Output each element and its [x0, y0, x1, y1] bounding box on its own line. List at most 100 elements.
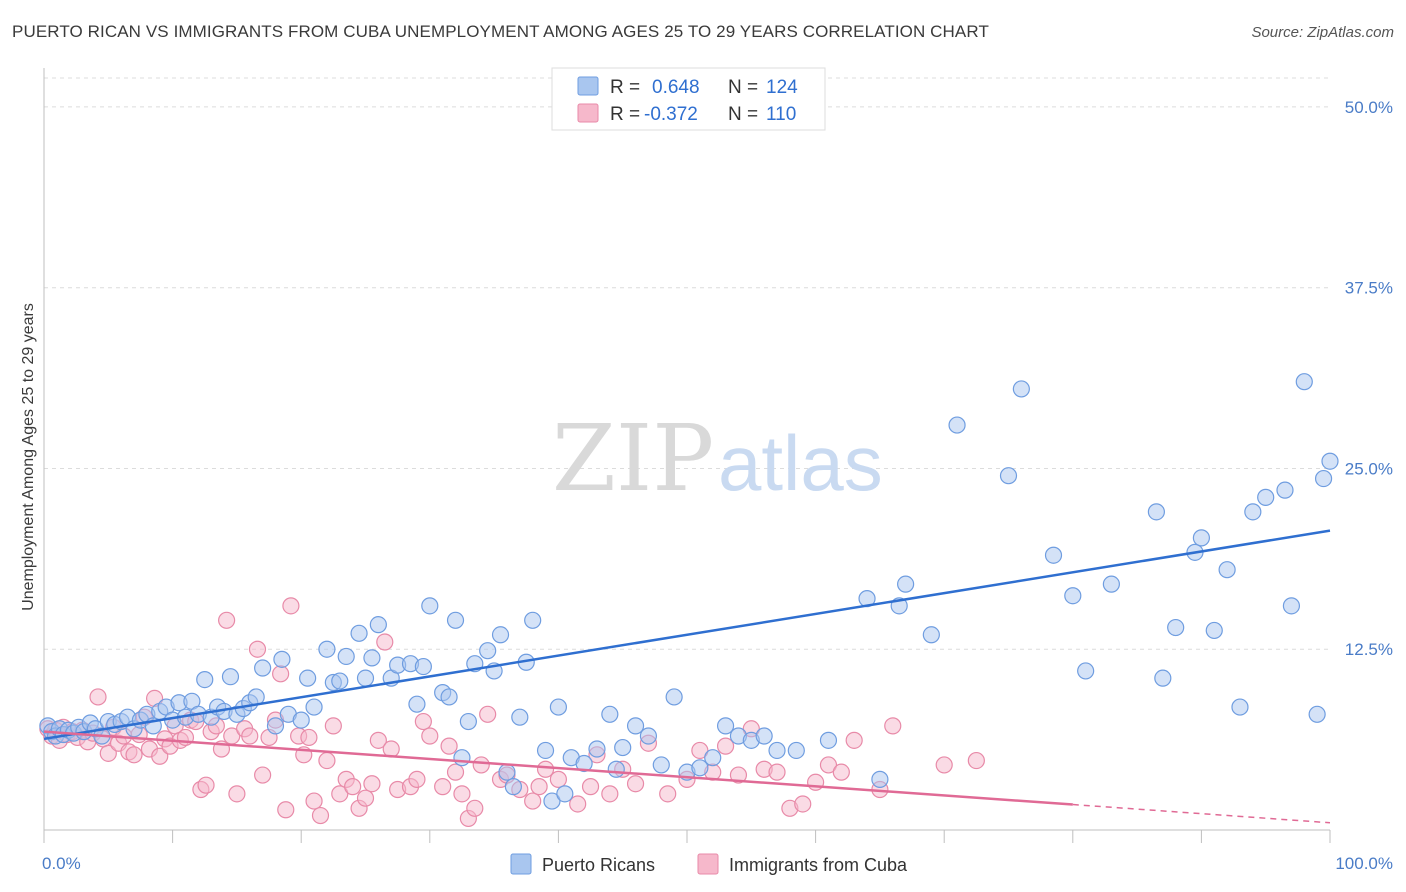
data-point	[691, 759, 709, 777]
data-point	[581, 778, 600, 796]
data-point	[549, 698, 568, 716]
data-point	[318, 751, 336, 770]
legend-r-label: R =	[610, 104, 640, 125]
data-point	[356, 669, 375, 687]
data-point	[273, 650, 291, 668]
data-point	[1295, 373, 1313, 391]
legend-swatch-immigrants-from-cuba	[577, 103, 599, 123]
data-point	[1321, 452, 1339, 470]
data-point	[1167, 618, 1185, 637]
data-point	[350, 624, 368, 642]
data-point	[151, 747, 169, 765]
data-point	[228, 785, 246, 803]
data-point	[218, 611, 236, 629]
data-point	[369, 616, 387, 634]
data-point	[1192, 529, 1211, 547]
axes	[43, 68, 1331, 843]
trend-line-immigrants-from-cuba-projection	[1072, 803, 1331, 824]
data-point	[221, 668, 240, 686]
data-point	[440, 688, 458, 706]
data-point	[999, 467, 1018, 485]
y-tick-label: 12.5%	[1345, 640, 1393, 659]
legend-n-label: N =	[728, 104, 758, 125]
data-point	[376, 633, 394, 651]
data-point	[491, 626, 510, 644]
data-point	[498, 763, 516, 781]
bottom-legend-label: Puerto Ricans	[542, 855, 655, 875]
data-point	[196, 670, 214, 689]
trend-line-immigrants-from-cuba	[43, 730, 1073, 806]
data-point	[1064, 587, 1082, 605]
legend-n-value: 124	[766, 77, 798, 98]
data-point	[299, 669, 317, 687]
x-tick-label: 0.0%	[42, 854, 81, 873]
data-point	[241, 727, 259, 745]
data-point	[504, 778, 522, 796]
data-point	[408, 695, 426, 713]
data-point	[626, 775, 645, 793]
legend: R = 0.648 N = 124 R = -0.372 N = 110	[551, 67, 826, 131]
data-point	[414, 712, 432, 731]
data-point	[305, 698, 323, 716]
data-point	[967, 751, 985, 770]
trend-line-puerto-ricans	[43, 529, 1331, 741]
data-point	[729, 766, 748, 784]
data-point	[453, 749, 471, 767]
bottom-legend-swatch-puerto-ricans	[510, 853, 532, 875]
data-point	[292, 711, 310, 729]
data-point	[536, 741, 555, 760]
data-point	[331, 785, 349, 803]
source-credit: Source: ZipAtlas.com	[1251, 24, 1394, 41]
bottom-legend-label: Immigrants from Cuba	[729, 855, 908, 875]
data-point	[1154, 669, 1172, 687]
data-point	[652, 756, 670, 774]
data-point	[125, 746, 143, 764]
data-point	[524, 611, 542, 629]
data-point	[845, 731, 863, 749]
data-point	[99, 744, 117, 762]
legend-r-value: -0.372	[644, 104, 698, 125]
data-point	[665, 688, 683, 706]
data-point	[543, 792, 561, 810]
data-point	[639, 727, 658, 745]
data-point	[305, 792, 323, 810]
data-point	[601, 785, 619, 803]
data-point	[89, 688, 107, 706]
data-point	[453, 785, 471, 803]
data-point	[479, 642, 497, 660]
data-point	[248, 640, 267, 658]
data-point	[254, 659, 272, 677]
data-point	[459, 712, 477, 731]
legend-swatch-puerto-ricans	[577, 76, 599, 96]
data-point	[324, 717, 342, 735]
data-point	[1102, 575, 1120, 593]
data-point	[935, 756, 953, 774]
data-point	[819, 756, 838, 774]
data-point	[446, 611, 465, 629]
data-point	[1012, 380, 1030, 398]
trend-lines	[43, 529, 1331, 824]
data-point	[511, 708, 529, 726]
data-point	[607, 760, 625, 778]
data-point	[588, 740, 606, 758]
grid-lines	[44, 77, 1330, 650]
data-point	[369, 731, 387, 749]
data-point	[716, 737, 735, 755]
data-point	[787, 741, 805, 760]
data-point	[408, 770, 426, 788]
data-point	[300, 728, 318, 747]
data-point	[524, 792, 542, 810]
data-point	[356, 789, 375, 807]
legend-r-label: R =	[610, 77, 640, 98]
chart-title: PUERTO RICAN VS IMMIGRANTS FROM CUBA UNE…	[12, 22, 989, 41]
legend-r-value: 0.648	[652, 77, 700, 98]
data-point	[601, 705, 619, 723]
data-point	[344, 778, 362, 796]
data-point	[819, 731, 838, 749]
data-point	[434, 778, 452, 796]
y-tick-label: 50.0%	[1345, 98, 1393, 117]
data-point	[755, 727, 773, 745]
data-point	[331, 672, 349, 690]
data-point	[691, 741, 709, 760]
